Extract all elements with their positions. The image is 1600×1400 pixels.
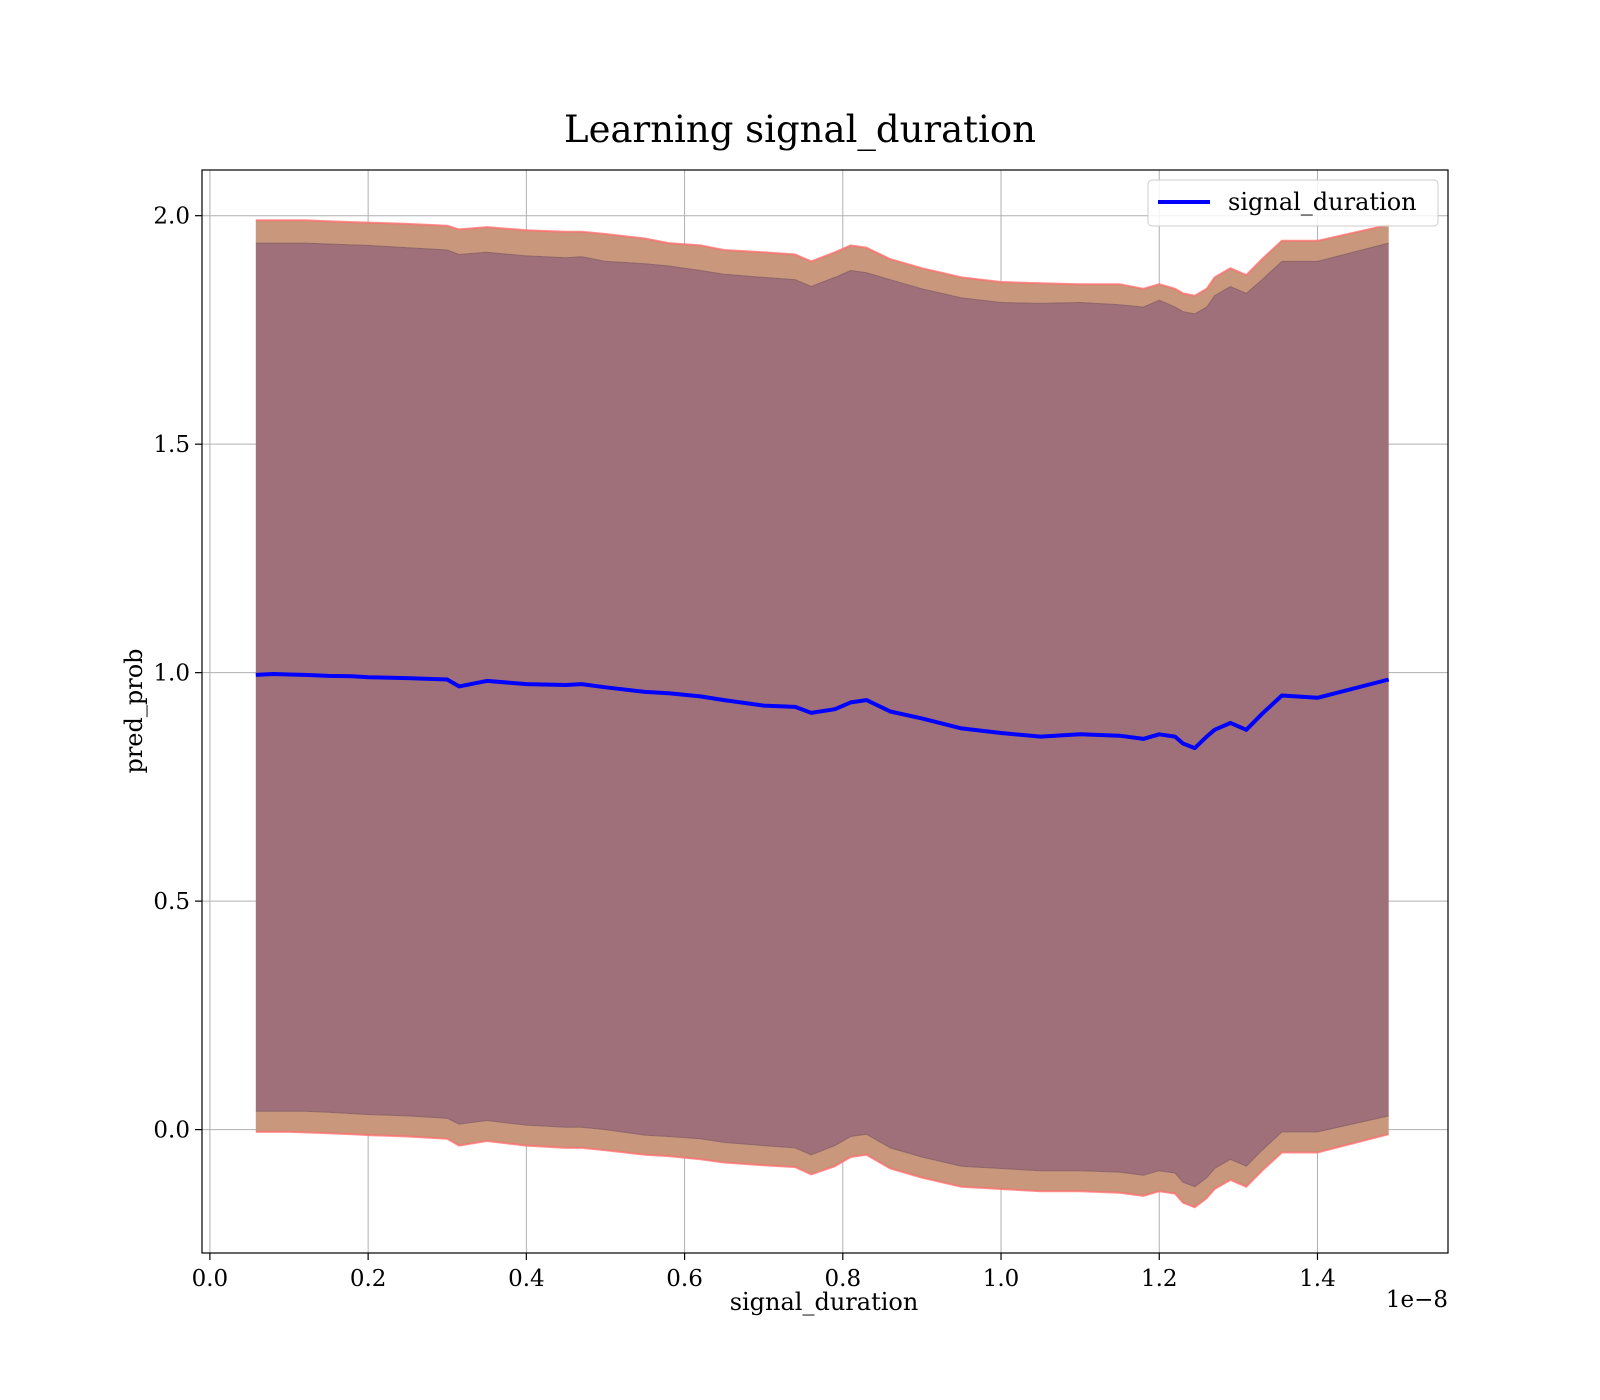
x-tick-label-6: 1.2: [1141, 1266, 1178, 1292]
x-axis-ticks: 0.0 0.2 0.4 0.6 0.8 1.0 1.2 1.4: [192, 1253, 1336, 1292]
y-tick-label-1: 0.5: [153, 889, 190, 915]
x-tick-label-5: 1.0: [983, 1266, 1020, 1292]
band-edge-upper: [255, 219, 1389, 297]
chart-title: Learning signal_duration: [564, 108, 1036, 152]
band-edge-lower: [255, 1130, 1389, 1209]
x-tick-label-3: 0.6: [666, 1266, 703, 1292]
y-axis-label: pred_prob: [120, 648, 148, 773]
band-inner-edge-lower: [255, 1110, 1389, 1188]
x-tick-label-7: 1.4: [1299, 1266, 1336, 1292]
x-tick-label-0: 0.0: [192, 1266, 229, 1292]
legend: signal_duration: [1147, 179, 1439, 227]
band-inner-edge-upper: [255, 242, 1389, 315]
x-tick-label-1: 0.2: [350, 1266, 387, 1292]
band-lower: [255, 1111, 1389, 1208]
x-tick-label-2: 0.4: [508, 1266, 545, 1292]
series-line-signal-duration: [255, 672, 1390, 751]
x-tick-label-4: 0.8: [825, 1266, 862, 1292]
y-tick-label-3: 1.5: [153, 432, 190, 458]
y-tick-label-2: 1.0: [153, 661, 190, 687]
y-axis-ticks: 0.0 0.5 1.0 1.5 2.0: [153, 204, 202, 1144]
legend-label: signal_duration: [1228, 188, 1417, 216]
series-lines: [255, 672, 1390, 751]
x-offset-label: 1e−8: [1386, 1287, 1448, 1313]
inner-band: [255, 243, 1389, 1187]
legend-box: [1147, 179, 1439, 227]
x-axis-label: signal_duration: [730, 1288, 919, 1316]
band-upper: [255, 220, 1389, 314]
y-tick-label-0: 0.0: [153, 1118, 190, 1144]
uncertainty-bands: [255, 219, 1389, 1209]
plot-frame: [201, 169, 1449, 1254]
y-tick-label-4: 2.0: [153, 204, 190, 230]
